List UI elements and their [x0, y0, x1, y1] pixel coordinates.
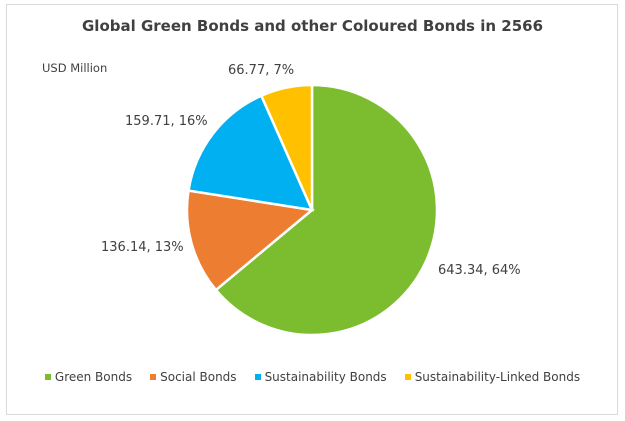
- legend-swatch-orange: [150, 374, 157, 380]
- legend-swatch-green: [44, 374, 51, 380]
- data-label-sustainability-linked-bonds: 66.77, 7%: [228, 63, 295, 78]
- pie-slice-sustainability-bonds: [187, 94, 315, 212]
- data-label-sustainability-bonds: 159.71, 16%: [125, 114, 208, 129]
- legend-item-sustainability-linked-bonds: Sustainability-Linked Bonds: [404, 370, 581, 384]
- legend-item-sustainability-bonds: Sustainability Bonds: [254, 370, 387, 384]
- data-label-social-bonds: 136.14, 13%: [101, 240, 184, 255]
- legend-swatch-blue: [254, 374, 261, 380]
- legend-swatch-yellow: [404, 374, 411, 380]
- legend-label: Green Bonds: [54, 370, 133, 384]
- legend-label: Sustainability-Linked Bonds: [414, 370, 581, 384]
- unit-label: USD Million: [42, 61, 108, 75]
- legend-label: Sustainability Bonds: [264, 370, 387, 384]
- chart-title: Global Green Bonds and other Coloured Bo…: [81, 17, 543, 35]
- legend-item-social-bonds: Social Bonds: [150, 370, 237, 384]
- pie-slice-social-bonds: [185, 189, 315, 292]
- pie-slice-sustainability-linked-bonds: [259, 83, 314, 211]
- legend-item-green-bonds: Green Bonds: [44, 370, 133, 384]
- data-label-green-bonds: 643.34, 64%: [438, 263, 521, 278]
- legend: Green Bonds Social Bonds Sustainability …: [0, 370, 625, 384]
- pie-slice-green-bonds: [214, 83, 439, 337]
- legend-label: Social Bonds: [160, 370, 237, 384]
